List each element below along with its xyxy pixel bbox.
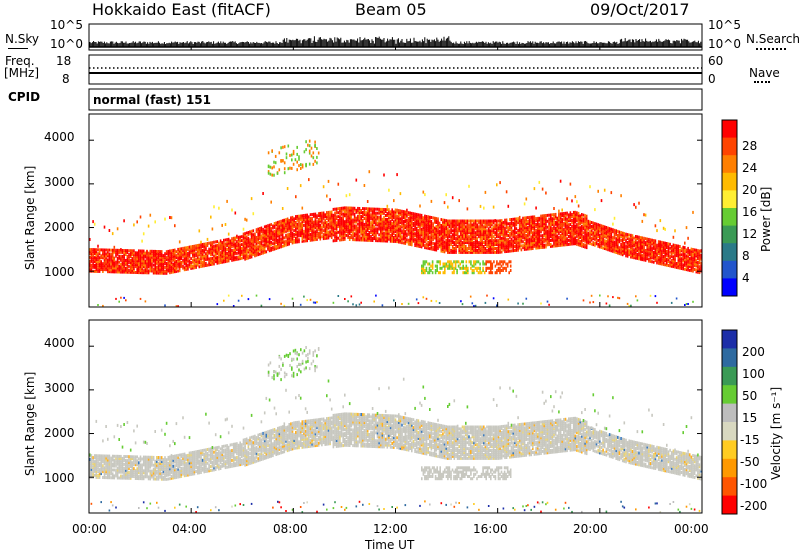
velocity-colorbar-seg-6 [722,440,737,460]
nsearch-label: N.Search [746,32,800,46]
nsky-label: N.Sky [5,32,40,46]
date-label: 09/Oct/2017 [590,0,690,19]
nsky-right-tick-bottom: 10^0 [708,37,741,51]
nsky-left-tick-top: 10^5 [50,18,83,32]
nave-tick-top: 60 [708,54,724,68]
power-colorbar-seg-5 [722,208,737,227]
power-cb-tick-20: 20 [742,183,758,197]
vel-cb-tick-50: 50 [742,389,758,403]
vel-ytick-3000: 3000 [44,381,75,395]
vel-cb-tick-15: 15 [742,411,758,425]
power-colorbar-frame [721,119,738,297]
cpid-frame [88,88,703,111]
power-cb-tick-8: 8 [742,249,750,263]
cpid-label: CPID [8,90,41,104]
power-cb-tick-4: 4 [742,271,750,285]
vel-ytick-4000: 4000 [44,336,75,350]
xtick-6: 00:00 [674,522,709,536]
freq-frame [88,54,703,85]
velocity-colorbar-seg-2 [722,366,737,386]
power-ytick-3000: 3000 [44,175,75,189]
power-cb-tick-16: 16 [742,205,758,219]
freq-unit: [MHz] [4,66,40,80]
beam-label: Beam 05 [355,0,427,19]
nsky-right-tick-top: 10^5 [708,18,741,32]
velocity-colorbar-seg-4 [722,403,737,423]
freq-left-tick-bottom: 8 [62,72,70,86]
power-cb-tick-28: 28 [742,139,758,153]
vel-echoes [89,346,702,514]
nave-dots [754,81,770,83]
nave-tick-bottom: 0 [708,72,716,86]
power-ylabel: Slant Range [km] [23,165,37,270]
vel-cb-tick-neg50: -50 [740,455,760,469]
power-colorbar-seg-9 [722,278,737,297]
power-colorbar-seg-4 [722,190,737,209]
velocity-colorbar-seg-8 [722,477,737,497]
velocity-colorbar-label: Velocity [m s⁻¹] [769,386,783,480]
xtick-3: 12:00 [373,522,408,536]
freq-label: Freq. [5,54,35,68]
xtick-4: 16:00 [473,522,508,536]
nave-label: Nave [749,66,780,80]
vel-ytick-2000: 2000 [44,426,75,440]
vel-ytick-1000: 1000 [44,471,75,485]
velocity-colorbar-frame [721,329,738,515]
velocity-colorbar-seg-7 [722,458,737,478]
velocity-colorbar-seg-5 [722,422,737,441]
power-ytick-2000: 2000 [44,220,75,234]
power-colorbar-seg-7 [722,243,737,262]
velocity-colorbar-seg-0 [722,330,737,349]
vel-cb-tick-100: 100 [742,367,765,381]
velocity-colorbar-seg-1 [722,348,737,368]
power-ytick-1000: 1000 [44,265,75,279]
nsky-left-tick-bottom: 10^0 [50,37,83,51]
xtick-5: 20:00 [573,522,608,536]
power-ytick-4000: 4000 [44,130,75,144]
power-colorbar-label: Power [dB] [759,186,773,252]
nsearch-dots [756,48,786,50]
vel-cb-tick-neg200: -200 [740,499,768,513]
power-colorbar-seg-6 [722,225,737,244]
xtick-0: 00:00 [72,522,107,536]
power-cb-tick-24: 24 [742,161,758,175]
power-colorbar-seg-1 [722,137,737,156]
xtick-1: 04:00 [172,522,207,536]
freq-left-tick-top: 18 [56,54,72,68]
velocity-colorbar-seg-9 [722,495,737,515]
vel-ylabel: Slant Range [km] [23,371,37,476]
velocity-colorbar-seg-3 [722,385,737,405]
power-colorbar-seg-0 [722,120,737,139]
power-colorbar-seg-3 [722,172,737,191]
power-colorbar-seg-2 [722,155,737,174]
vel-cb-tick-neg15: -15 [740,433,760,447]
power-cb-tick-12: 12 [742,227,758,241]
vel-cb-tick-200: 200 [742,345,765,359]
nsky-trace [89,36,702,47]
plot-title: Hokkaido East (fitACF) [92,0,271,19]
nsky-underline [8,48,28,49]
vel-cb-tick-neg100: -100 [740,477,768,491]
power-colorbar-seg-8 [722,260,737,279]
cpid-text: normal (fast) 151 [93,93,211,107]
xtick-2: 08:00 [273,522,308,536]
xaxis-label: Time UT [365,538,415,552]
power-echoes [89,139,702,308]
